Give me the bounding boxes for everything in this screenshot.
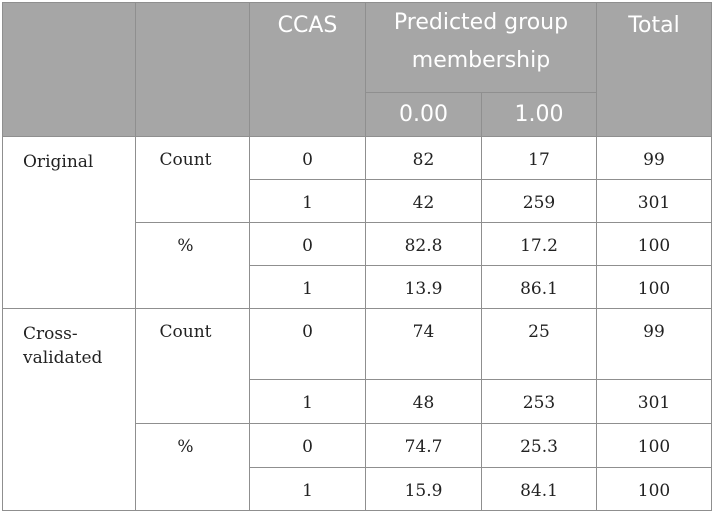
table-row: 1 15.9 84.1 100 — [3, 467, 712, 511]
table-row: % 0 74.7 25.3 100 — [3, 423, 712, 511]
ccas-value: 1 — [249, 265, 366, 309]
total-value: 100 — [596, 467, 712, 511]
pred-1-value: 17 — [481, 136, 597, 180]
pred-1-value: 259 — [481, 179, 597, 223]
table-row: % 0 82.8 17.2 100 — [3, 222, 712, 309]
pred-0-value: 42 — [365, 179, 482, 223]
ccas-value: 1 — [249, 379, 366, 424]
pred-0-value: 15.9 — [365, 467, 482, 511]
pred-1-value: 253 — [481, 379, 597, 424]
ccas-value: 1 — [249, 179, 366, 223]
header-col-1: 1.00 — [481, 92, 597, 137]
total-value: 99 — [596, 136, 712, 180]
table-header: CCAS Predicted group membership Total 0.… — [2, 2, 712, 137]
table-row: 1 48 253 301 — [3, 379, 712, 424]
section-label-original: Original — [2, 136, 136, 309]
total-value: 100 — [596, 222, 712, 266]
pred-0-value: 82.8 — [365, 222, 482, 266]
header-empty-cell-1 — [2, 2, 136, 137]
ccas-value: 0 — [249, 308, 366, 380]
total-value: 301 — [596, 379, 712, 424]
section-label-cross-validated: Cross-validated — [2, 308, 136, 511]
ccas-value: 0 — [249, 423, 366, 468]
header-predicted-group-membership: Predicted group membership — [365, 2, 597, 93]
total-value: 100 — [596, 265, 712, 309]
total-value: 301 — [596, 179, 712, 223]
header-empty-cell-2 — [135, 2, 250, 137]
header-total: Total — [596, 2, 712, 137]
table-row: Original Count 0 82 17 99 — [2, 136, 712, 309]
table-row: Cross-validated Count 0 74 25 99 — [2, 308, 712, 511]
pred-0-value: 74 — [365, 308, 482, 380]
row-type-percent: % — [135, 222, 250, 309]
header-ccas: CCAS — [249, 2, 366, 137]
row-type-percent: % — [135, 423, 250, 511]
pred-1-value: 25.3 — [481, 423, 597, 468]
ccas-value: 0 — [249, 136, 366, 180]
row-type-count: Count — [135, 308, 250, 424]
pred-1-value: 25 — [481, 308, 597, 380]
pred-0-value: 82 — [365, 136, 482, 180]
total-value: 99 — [596, 308, 712, 380]
pred-0-value: 13.9 — [365, 265, 482, 309]
pred-0-value: 74.7 — [365, 423, 482, 468]
header-col-0: 0.00 — [365, 92, 482, 137]
ccas-value: 0 — [249, 222, 366, 266]
total-value: 100 — [596, 423, 712, 468]
table-body: Original Count 0 82 17 99 1 42 259 301 %… — [2, 136, 712, 511]
pred-1-value: 84.1 — [481, 467, 597, 511]
pred-1-value: 86.1 — [481, 265, 597, 309]
pred-1-value: 17.2 — [481, 222, 597, 266]
table-row: 1 13.9 86.1 100 — [3, 265, 712, 309]
pred-0-value: 48 — [365, 379, 482, 424]
row-type-count: Count — [135, 136, 250, 223]
ccas-value: 1 — [249, 467, 366, 511]
